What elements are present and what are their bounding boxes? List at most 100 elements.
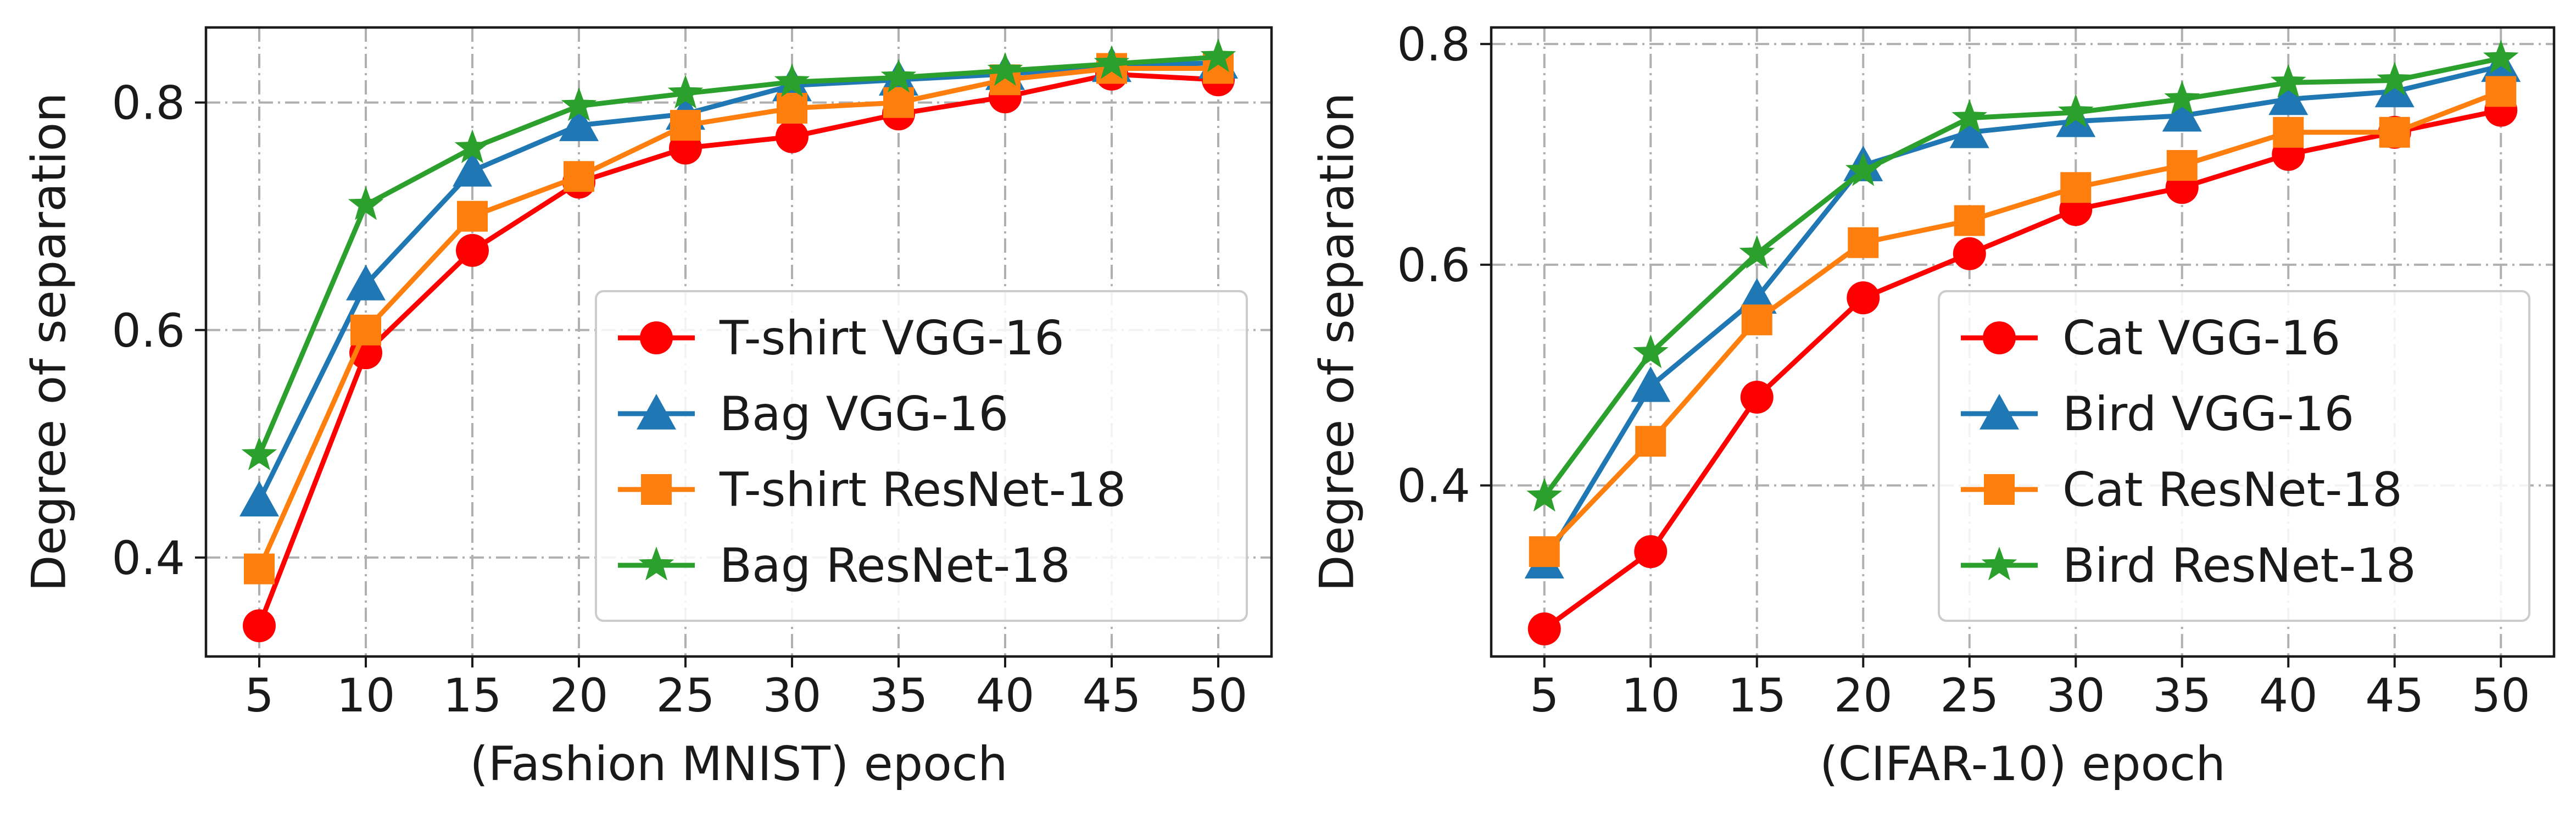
- x-tick-label: 35: [2153, 669, 2211, 722]
- data-point: [350, 314, 381, 346]
- legend-label: Cat ResNet-18: [2062, 463, 2402, 517]
- x-tick-label: 45: [1083, 669, 1141, 722]
- data-point: [777, 93, 807, 124]
- plot-frame: [204, 26, 1273, 658]
- x-tick-label: 50: [2472, 669, 2530, 722]
- legend-marker: [1981, 547, 2017, 581]
- data-point: [1631, 366, 1671, 402]
- data-point: [2162, 96, 2202, 132]
- legend-label: Bird VGG-16: [2062, 387, 2354, 442]
- x-tick-label: 5: [1530, 669, 1559, 722]
- legend-marker: [1983, 321, 2016, 354]
- data-point: [2374, 71, 2415, 108]
- series-line: [1543, 108, 2502, 631]
- y-axis-label: Degree of separation: [21, 92, 76, 591]
- legend-item: T-shirt ResNet-18: [618, 463, 1126, 517]
- y-tick-label: 0.8: [1397, 18, 1470, 71]
- x-tick-label: 25: [1940, 669, 1999, 722]
- series-layer: [239, 38, 1238, 643]
- legend: T-shirt VGG-16 Bag VGG-16 T-shirt ResNet-1…: [595, 290, 1248, 622]
- x-tick-label: 40: [2259, 669, 2318, 722]
- data-point: [2164, 80, 2200, 115]
- data-point: [2060, 172, 2092, 203]
- legend-box: [595, 290, 1248, 622]
- data-point: [564, 161, 594, 192]
- x-tick-label: 20: [1834, 669, 1893, 722]
- x-tick-label: 15: [443, 669, 502, 722]
- series-cat-resnet-18: [1529, 76, 2517, 567]
- series-line: [257, 71, 1219, 627]
- x-tick-label: 10: [1621, 669, 1680, 722]
- legend-label: T-shirt VGG-16: [719, 311, 1064, 366]
- legend-marker: [637, 394, 676, 430]
- data-point: [1847, 281, 1880, 315]
- y-tick-label: 0.4: [111, 531, 185, 585]
- series-line: [1542, 63, 2502, 564]
- y-axis-label: Degree of separation: [1309, 92, 1364, 591]
- data-point: [1739, 235, 1775, 269]
- data-point: [453, 151, 492, 187]
- data-point: [2270, 64, 2306, 98]
- legend-label: Cat VGG-16: [2062, 311, 2340, 366]
- x-tick-label: 30: [763, 669, 822, 722]
- legend-marker: [641, 474, 672, 505]
- series-bag-resnet-18: [241, 38, 1236, 470]
- data-point: [1529, 536, 1560, 567]
- data-point: [1741, 304, 1772, 336]
- legend-label: Bird ResNet-18: [2062, 538, 2416, 593]
- legend-item: Bag ResNet-18: [618, 538, 1070, 593]
- x-tick-label: 35: [869, 669, 928, 722]
- legend-label: Bag VGG-16: [720, 387, 1008, 442]
- data-point: [1634, 535, 1668, 569]
- y-tick-label: 0.8: [111, 76, 185, 130]
- data-point: [2485, 76, 2517, 107]
- data-point: [348, 186, 384, 220]
- data-point: [1527, 612, 1561, 646]
- data-point: [1200, 38, 1236, 73]
- x-tick-label: 5: [244, 669, 274, 722]
- series-line: [1542, 89, 2502, 554]
- x-axis-label: (Fashion MNIST) epoch: [470, 737, 1007, 792]
- series-line: [257, 54, 1219, 457]
- series-layer: [1524, 40, 2521, 646]
- axis-ticks: 5 10 15 20 25 30 35 40 45 50 0.4 0.6 0.8: [111, 76, 1247, 722]
- data-point: [457, 201, 488, 232]
- data-point: [241, 436, 277, 470]
- y-tick-label: 0.6: [1397, 238, 1470, 292]
- legend-item: Bird VGG-16: [1961, 387, 2354, 442]
- data-point: [346, 264, 386, 301]
- x-tick-label: 40: [976, 669, 1035, 722]
- data-point: [880, 59, 917, 93]
- data-point: [667, 75, 704, 109]
- legend-marker: [638, 547, 674, 581]
- data-point: [1635, 426, 1666, 457]
- data-point: [776, 120, 809, 153]
- data-point: [243, 609, 276, 643]
- data-point: [1848, 227, 1879, 258]
- legend-marker: [640, 321, 673, 354]
- data-point: [883, 87, 914, 118]
- data-point: [2268, 79, 2309, 115]
- series-line: [257, 60, 1219, 502]
- data-point: [1632, 334, 1669, 369]
- data-point: [987, 52, 1023, 86]
- legend-marker: [1984, 474, 2015, 505]
- data-point: [2273, 116, 2304, 148]
- y-tick-label: 0.4: [1397, 459, 1470, 513]
- data-point: [1094, 45, 1130, 79]
- series-line: [1542, 55, 2502, 498]
- legend-item: Cat ResNet-18: [1961, 463, 2402, 517]
- x-axis-label: (CIFAR-10) epoch: [1820, 737, 2226, 792]
- data-point: [561, 87, 597, 121]
- data-point: [1954, 205, 1985, 236]
- legend: Cat VGG-16 Bird VGG-16 Cat ResNet-18 Bird R…: [1938, 290, 2530, 622]
- data-point: [1845, 152, 1881, 186]
- data-point: [774, 63, 810, 97]
- series-line: [257, 66, 1218, 570]
- data-point: [1953, 237, 1986, 270]
- data-point: [559, 105, 599, 141]
- legend-item: Bag VGG-16: [618, 387, 1008, 442]
- data-point: [2166, 150, 2198, 181]
- legend-label: Bag ResNet-18: [720, 538, 1070, 593]
